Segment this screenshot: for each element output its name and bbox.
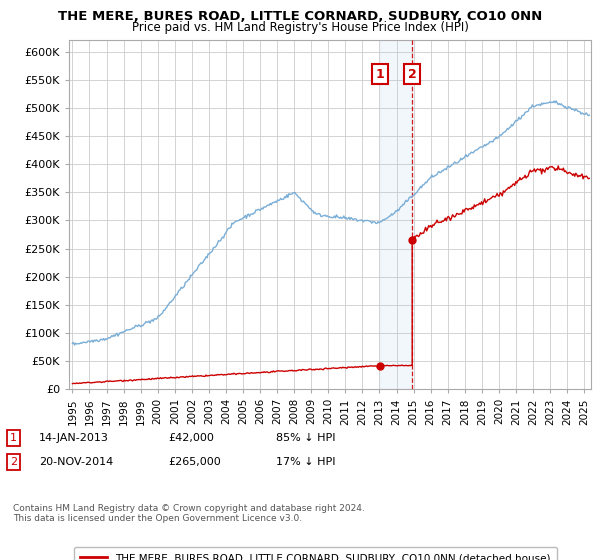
- Text: Contains HM Land Registry data © Crown copyright and database right 2024.
This d: Contains HM Land Registry data © Crown c…: [13, 504, 365, 524]
- Text: THE MERE, BURES ROAD, LITTLE CORNARD, SUDBURY, CO10 0NN: THE MERE, BURES ROAD, LITTLE CORNARD, SU…: [58, 10, 542, 23]
- Text: Price paid vs. HM Land Registry's House Price Index (HPI): Price paid vs. HM Land Registry's House …: [131, 21, 469, 34]
- Bar: [380, 40, 412, 389]
- Text: 20-NOV-2014: 20-NOV-2014: [39, 457, 113, 467]
- Text: 85% ↓ HPI: 85% ↓ HPI: [276, 433, 335, 443]
- Legend: THE MERE, BURES ROAD, LITTLE CORNARD, SUDBURY, CO10 0NN (detached house), HPI: A: THE MERE, BURES ROAD, LITTLE CORNARD, SU…: [74, 547, 557, 560]
- Text: 14-JAN-2013: 14-JAN-2013: [39, 433, 109, 443]
- Text: 17% ↓ HPI: 17% ↓ HPI: [276, 457, 335, 467]
- Text: £42,000: £42,000: [168, 433, 214, 443]
- Text: 2: 2: [408, 68, 416, 81]
- Text: £265,000: £265,000: [168, 457, 221, 467]
- Text: 1: 1: [376, 68, 385, 81]
- Text: 1: 1: [10, 433, 17, 443]
- Text: 2: 2: [10, 457, 17, 467]
